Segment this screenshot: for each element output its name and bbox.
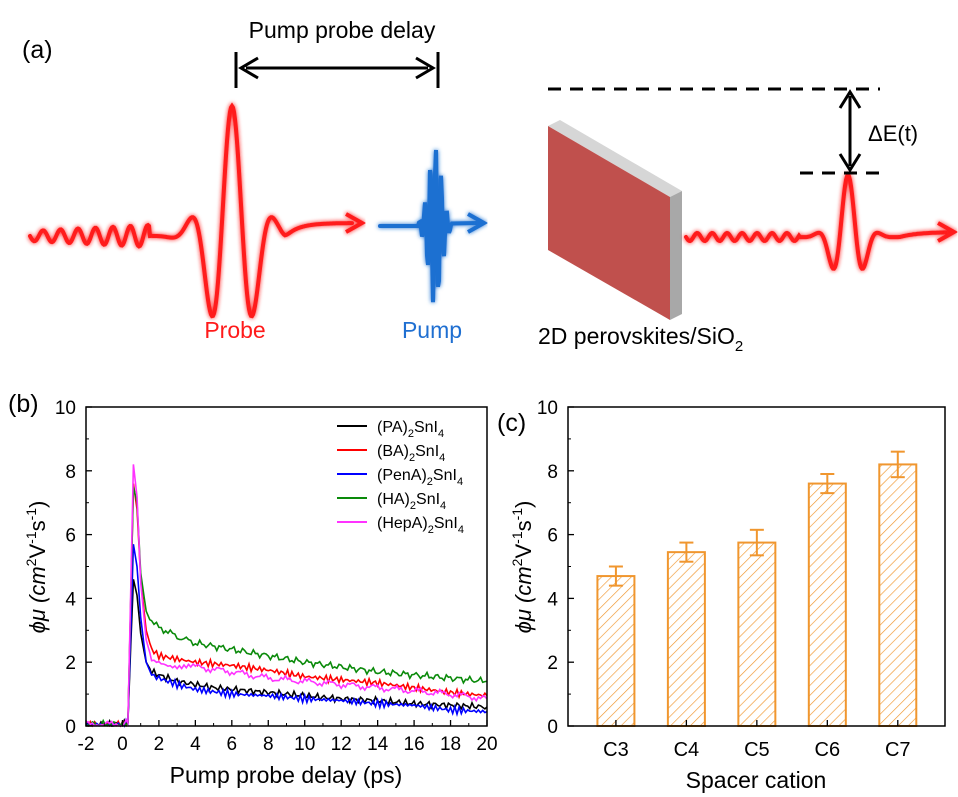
panel-c-plot [596, 450, 918, 728]
pump-arrow-head [467, 212, 489, 234]
y-tick-label: 4 [547, 589, 558, 610]
legend-entry: (HepA)2SnI4 [377, 515, 464, 536]
pump-label: Pump [402, 317, 462, 343]
shift-arrow-down-head [838, 153, 862, 173]
y-tick-label: 6 [65, 526, 76, 547]
probe-label: Probe [204, 317, 265, 343]
panel-a: (a) Pump probe delay Probe Pump 2D perov… [22, 17, 958, 355]
sample-slab-top [548, 120, 682, 197]
series-line [85, 544, 488, 728]
probe-pulse [28, 102, 354, 319]
delay-arrow-left-head [238, 56, 259, 80]
x-tick-label: 18 [440, 734, 461, 755]
probe-arrow-head [345, 212, 367, 234]
x-tick-label: 20 [476, 734, 497, 755]
panel-b-y-axis-title: ϕμ (cm2V-1s-1) [23, 501, 50, 634]
bar [596, 575, 636, 727]
x-tick-label: 16 [404, 734, 425, 755]
panel-c-x-axis-title: Spacer cation [686, 767, 827, 793]
sample-slab-face [548, 126, 670, 320]
sample-slab-side [670, 191, 682, 320]
x-tick-label: 4 [190, 734, 201, 755]
bar [737, 541, 777, 728]
y-tick-label: 4 [65, 589, 76, 610]
panel-c-y-ticks: 0 2 4 6 8 10 [537, 398, 574, 738]
y-tick-label: 8 [547, 462, 558, 483]
x-tick-label: C3 [603, 739, 629, 761]
y-tick-label: 10 [55, 398, 76, 419]
series-line [85, 486, 488, 727]
shift-label: ΔE(t) [868, 121, 918, 146]
x-tick-label: C5 [744, 739, 770, 761]
y-tick-label: 2 [65, 653, 76, 674]
panel-a-label: (a) [22, 36, 53, 64]
x-tick-label: 8 [263, 734, 274, 755]
legend-entry: (PA)2SnI4 [377, 419, 444, 440]
bar [878, 463, 918, 727]
series-line [85, 579, 488, 727]
shift-arrow-up-head [838, 89, 862, 109]
x-tick-label: 12 [331, 734, 352, 755]
x-tick-label: 2 [154, 734, 165, 755]
series-line [85, 464, 488, 727]
x-tick-label: 6 [227, 734, 238, 755]
pump-pulse [378, 149, 480, 303]
x-tick-label: -2 [78, 734, 95, 755]
legend-entry: (PenA)2SnI4 [377, 467, 463, 488]
bar [807, 482, 847, 727]
panel-b-plot [85, 464, 488, 728]
y-tick-label: 8 [65, 462, 76, 483]
panel-c-y-axis-title: ϕμ (cm2V-1s-1) [509, 501, 536, 634]
y-tick-label: 10 [537, 398, 558, 419]
y-tick-label: 6 [547, 526, 558, 547]
panel-b-x-ticks: -2 0 2 4 6 8 10 12 14 16 18 20 [78, 720, 498, 755]
y-tick-label: 0 [65, 717, 76, 738]
panel-b-legend: (PA)2SnI4 (BA)2SnI4 (PenA)2SnI4 (HA)2SnI4 (H… [337, 419, 464, 536]
panel-b-y-ticks: 0 2 4 6 8 10 [55, 398, 92, 738]
x-tick-label: 14 [367, 734, 389, 755]
sample-label: 2D perovskites/SiO2 [538, 323, 743, 355]
x-tick-label: C4 [674, 739, 700, 761]
legend-entry: (HA)2SnI4 [377, 491, 446, 512]
panel-c-x-ticks: C3 C4 C5 C6 C7 [603, 720, 911, 761]
delay-label: Pump probe delay [249, 17, 436, 43]
x-tick-label: 0 [117, 734, 128, 755]
delay-arrow-right-head [415, 56, 436, 80]
transmitted-pulse [684, 171, 950, 271]
panel-c-label: (c) [497, 409, 526, 437]
x-tick-label: C7 [885, 739, 911, 761]
panel-b-label: (b) [8, 390, 39, 418]
bar [666, 551, 706, 728]
panel-b-x-axis-title: Pump probe delay (ps) [170, 762, 403, 788]
x-tick-label: C6 [815, 739, 841, 761]
legend-entry: (BA)2SnI4 [377, 443, 445, 464]
panel-c: (c) C3 C4 C5 C6 C7 0 2 4 6 8 10 Spacer cation ϕμ … [497, 398, 946, 793]
series-line [85, 483, 488, 728]
y-tick-label: 0 [547, 717, 558, 738]
x-tick-label: 10 [294, 734, 315, 755]
y-tick-label: 2 [547, 653, 558, 674]
transmitted-arrow-head [937, 221, 958, 243]
